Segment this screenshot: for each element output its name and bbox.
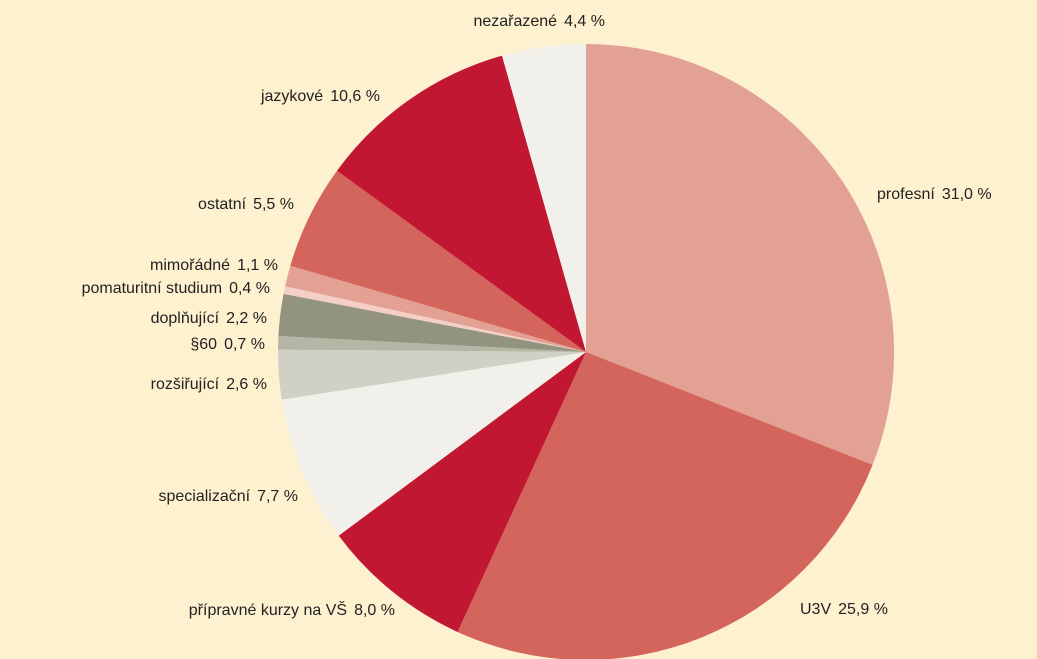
category-label: ostatní <box>198 196 247 213</box>
slice-label: §60 0,7 % <box>190 336 265 353</box>
category-label: nezařazené <box>473 13 557 30</box>
slice-label: U3V 25,9 % <box>800 601 888 618</box>
value-label: 0,4 % <box>229 280 270 297</box>
slice-label: rozšiřující 2,6 % <box>151 376 267 393</box>
value-label: 7,7 % <box>257 488 298 505</box>
category-label: specializační <box>158 488 250 505</box>
value-label: 1,1 % <box>237 257 278 274</box>
pie-slice <box>278 336 586 352</box>
slice-label: profesní 31,0 % <box>877 186 992 203</box>
slice-label: doplňující 2,2 % <box>151 310 267 327</box>
pie-slice <box>283 286 586 352</box>
value-label: 25,9 % <box>838 601 888 618</box>
category-label: rozšiřující <box>151 376 220 393</box>
value-label: 0,7 % <box>224 336 265 353</box>
pie-slice <box>338 352 586 632</box>
slice-label: pomaturitní studium 0,4 % <box>82 280 270 297</box>
pie-slice <box>290 170 586 352</box>
slice-label: nezařazené 4,4 % <box>473 13 605 30</box>
pie-slice <box>457 352 873 659</box>
category-label: jazykové <box>260 88 323 105</box>
slice-label: specializační 7,7 % <box>158 488 298 505</box>
pie-slice <box>502 44 586 352</box>
category-label: pomaturitní studium <box>82 280 223 297</box>
value-label: 31,0 % <box>942 186 992 203</box>
category-label: profesní <box>877 186 935 203</box>
value-label: 4,4 % <box>564 13 605 30</box>
category-label: U3V <box>800 601 831 618</box>
pie-slice <box>586 44 895 465</box>
pie-slice <box>278 349 586 400</box>
value-label: 2,6 % <box>226 376 267 393</box>
value-label: 2,2 % <box>226 310 267 327</box>
slice-label: přípravné kurzy na VŠ 8,0 % <box>189 600 395 619</box>
value-label: 8,0 % <box>354 602 395 619</box>
category-label: doplňující <box>151 310 220 327</box>
category-label: mimořádné <box>150 257 230 274</box>
value-label: 5,5 % <box>253 196 294 213</box>
pie-slice <box>281 352 586 536</box>
slice-label: ostatní 5,5 % <box>198 196 294 213</box>
pie-slice <box>285 265 586 352</box>
value-label: 10,6 % <box>330 88 380 105</box>
slice-label: mimořádné 1,1 % <box>150 257 278 274</box>
pie-slice <box>336 55 586 352</box>
category-label: §60 <box>190 336 217 353</box>
category-label: přípravné kurzy na VŠ <box>189 600 347 619</box>
pie-slice <box>278 293 586 352</box>
slice-label: jazykové 10,6 % <box>260 88 380 105</box>
